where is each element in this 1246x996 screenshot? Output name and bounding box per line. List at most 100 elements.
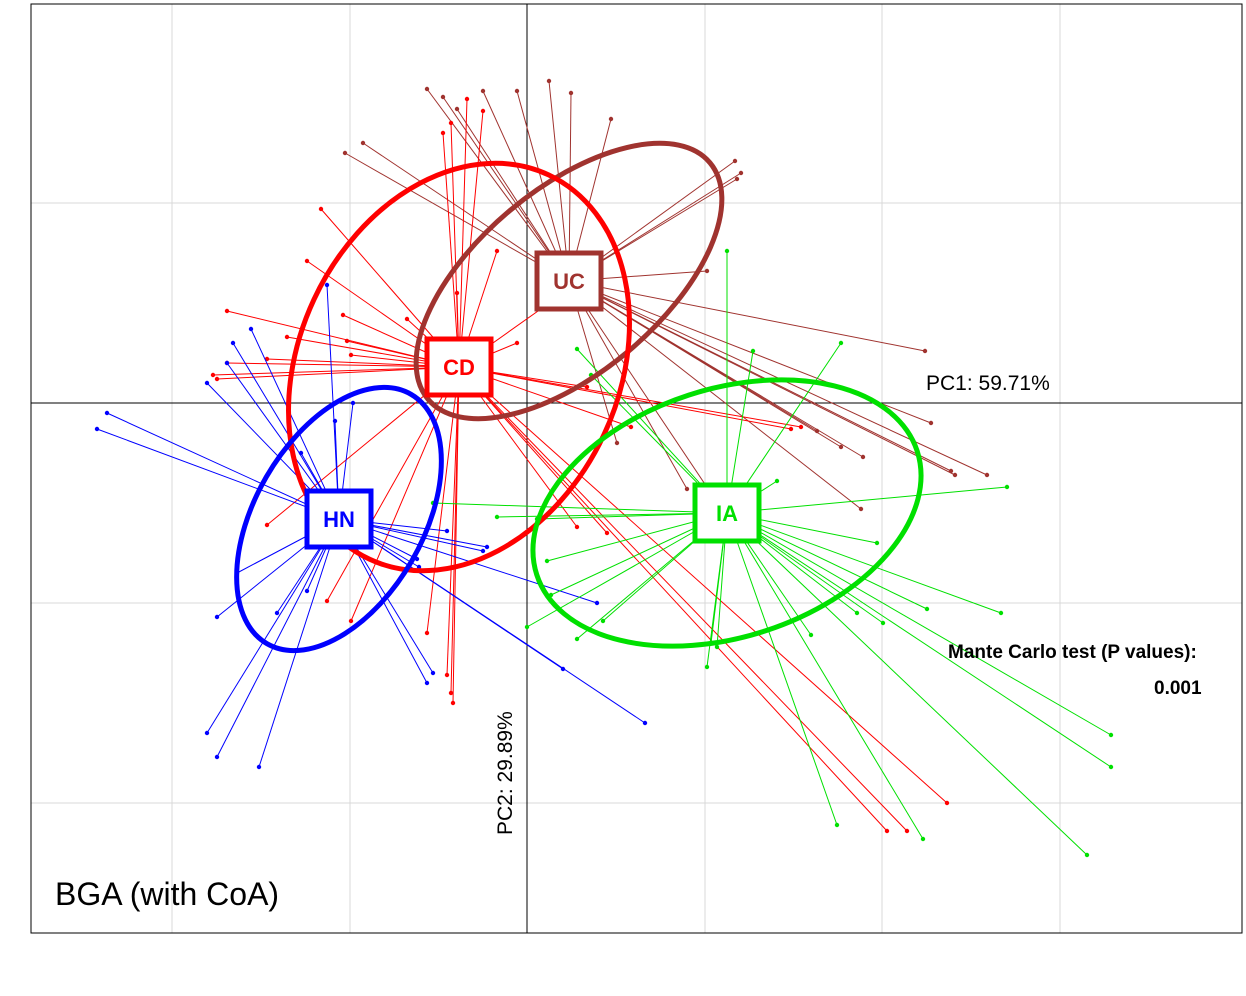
cd-sample-point (444, 672, 450, 678)
uc-sample-point (858, 506, 864, 512)
ia-sample-point (880, 620, 886, 626)
hn-sample-point (304, 588, 310, 594)
uc-spoke (442, 96, 570, 282)
cd-sample-point (340, 312, 346, 318)
uc-spoke (568, 280, 842, 448)
ia-sample-point (1084, 852, 1090, 858)
ia-sample-point (704, 664, 710, 670)
hn-spoke (258, 518, 340, 768)
uc-sample-point (440, 94, 446, 100)
uc-sample-point (704, 268, 710, 274)
hn-sample-point (642, 720, 648, 726)
uc-spoke (344, 152, 570, 282)
cd-sample-point (584, 384, 590, 390)
ia-sample-point (924, 606, 930, 612)
ia-spoke (432, 502, 728, 514)
uc-label-box (534, 250, 604, 312)
cd-label-box (424, 336, 494, 398)
ia-sample-point (750, 348, 756, 354)
axes-layer (31, 4, 1242, 933)
hn-sample-point (104, 410, 110, 416)
cd-sample-point (448, 120, 454, 126)
uc-spoke (568, 280, 956, 476)
hn-sample-point (430, 670, 436, 676)
spokes-layer (94, 78, 1114, 858)
cd-sample-point (464, 96, 470, 102)
uc-sample-point (952, 472, 958, 478)
cd-sample-point (514, 340, 520, 346)
uc-spoke (568, 280, 926, 352)
uc-sample-point (424, 86, 430, 92)
hn-sample-point (484, 544, 490, 550)
ia-ellipse (530, 377, 924, 649)
ia-sample-point (774, 478, 780, 484)
ia-sample-point (494, 514, 500, 520)
chart-title: BGA (with CoA) (55, 876, 279, 912)
cd-spoke (226, 362, 460, 368)
hn-sample-point (332, 418, 338, 424)
ia-sample-point (1108, 732, 1114, 738)
cd-sample-point (224, 308, 230, 314)
ia-spoke (726, 512, 1112, 768)
monte-carlo-label: Mante Carlo test (P values): (948, 642, 1197, 663)
ia-sample-point (998, 610, 1004, 616)
uc-sample-point (546, 78, 552, 84)
y-axis-label: PC2: 29.89% (494, 711, 517, 835)
ia-sample-point (834, 822, 840, 828)
hn-spoke (338, 518, 646, 724)
cd-sample-point (574, 524, 580, 530)
ia-spoke (726, 512, 1002, 614)
hn-sample-point (416, 564, 422, 570)
cd-sample-point (884, 828, 890, 834)
ia-sample-point (1004, 484, 1010, 490)
hn-spoke (216, 518, 340, 758)
monte-carlo-value: 0.001 (1154, 678, 1202, 699)
ia-sample-point (544, 558, 550, 564)
cd-sample-point (944, 800, 950, 806)
uc-sample-point (922, 348, 928, 354)
cd-spoke (458, 366, 948, 804)
cd-sample-point (318, 206, 324, 212)
uc-sample-point (684, 486, 690, 492)
uc-sample-point (928, 420, 934, 426)
hn-sample-point (248, 326, 254, 332)
ellipse-layer (234, 140, 924, 654)
hn-spoke (96, 428, 340, 520)
cd-sample-point (480, 108, 486, 114)
uc-sample-point (732, 158, 738, 164)
uc-label: UC (553, 269, 585, 294)
ia-spoke (496, 512, 728, 518)
ia-sample-point (524, 624, 530, 630)
cd-sample-point (628, 424, 634, 430)
hn-sample-point (324, 282, 330, 288)
hn-spoke (206, 518, 340, 734)
uc-sample-point (480, 88, 486, 94)
ia-sample-point (874, 540, 880, 546)
cd-sample-point (450, 700, 456, 706)
x-axis-label: PC1: 59.71% (926, 372, 1050, 395)
ia-spoke (726, 512, 1112, 736)
ia-spoke (726, 512, 1088, 856)
ia-sample-point (574, 346, 580, 352)
uc-sample-point (614, 440, 620, 446)
hn-sample-point (350, 400, 356, 406)
hn-spoke (106, 412, 340, 520)
hn-label-box (304, 488, 374, 550)
ia-spoke (726, 512, 924, 840)
uc-sample-point (514, 88, 520, 94)
hn-sample-point (204, 730, 210, 736)
hn-sample-point (256, 764, 262, 770)
cd-sample-point (344, 338, 350, 344)
cd-sample-point (210, 372, 216, 378)
hn-label: HN (323, 507, 355, 532)
uc-sample-point (568, 90, 574, 96)
cd-sample-point (440, 130, 446, 136)
cd-sample-point (304, 258, 310, 264)
cd-spoke (458, 98, 468, 368)
cd-sample-point (214, 376, 220, 382)
uc-sample-point (984, 472, 990, 478)
hn-sample-point (274, 610, 280, 616)
hn-sample-point (204, 380, 210, 386)
ia-sample-point (854, 610, 860, 616)
uc-sample-point (734, 176, 740, 182)
